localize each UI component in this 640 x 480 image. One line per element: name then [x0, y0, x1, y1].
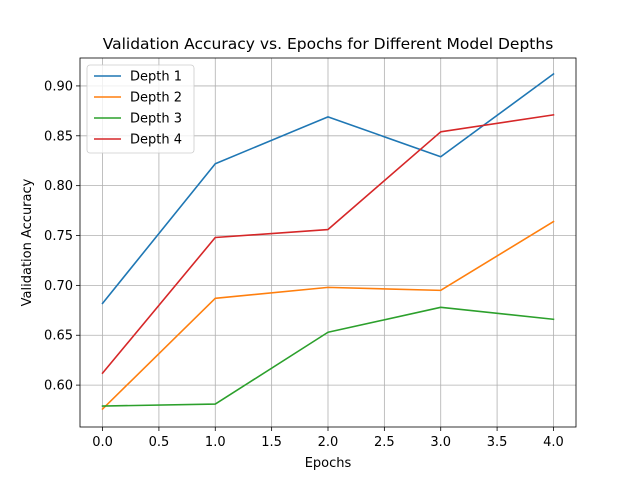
- chart-title: Validation Accuracy vs. Epochs for Diffe…: [103, 35, 554, 53]
- x-tick-label: 4.0: [543, 435, 564, 450]
- x-tick-label: 3.0: [430, 435, 451, 450]
- y-tick-label: 0.75: [44, 229, 73, 244]
- series-line-depth-1: [101, 72, 555, 305]
- y-tick-label: 0.80: [44, 179, 73, 194]
- x-axis-ticks: 0.0 0.5 1.0 1.5 2.0 2.5 3.0 3.5 4.0: [92, 427, 564, 450]
- x-tick-label: 2.0: [318, 435, 339, 450]
- x-tick-label: 1.5: [261, 435, 282, 450]
- series-line-depth-2: [101, 220, 555, 411]
- x-axis-label: Epochs: [305, 456, 352, 471]
- y-tick-label: 0.85: [44, 129, 73, 144]
- grid: [80, 58, 576, 427]
- series-line-depth-4: [101, 113, 555, 375]
- x-tick-label: 0.0: [92, 435, 113, 450]
- legend-label-depth-3: Depth 3: [130, 112, 182, 127]
- x-tick-label: 2.5: [374, 435, 395, 450]
- y-tick-label: 0.60: [44, 379, 73, 394]
- legend-label-depth-2: Depth 2: [130, 91, 182, 106]
- y-tick-label: 0.90: [44, 79, 73, 94]
- y-axis-label: Validation Accuracy: [20, 178, 35, 306]
- x-tick-label: 1.0: [205, 435, 226, 450]
- series-lines: [101, 72, 555, 411]
- y-axis-ticks: 0.60 0.65 0.70 0.75 0.80 0.85 0.90: [44, 79, 80, 394]
- legend-label-depth-4: Depth 4: [130, 133, 182, 148]
- series-line-depth-3: [101, 306, 555, 407]
- legend-box: [86, 64, 195, 154]
- y-tick-label: 0.70: [44, 279, 73, 294]
- legend-label-depth-1: Depth 1: [130, 70, 182, 85]
- x-tick-label: 3.5: [487, 435, 508, 450]
- x-tick-label: 0.5: [149, 435, 170, 450]
- y-tick-label: 0.65: [44, 329, 73, 344]
- legend: Depth 1 Depth 2 Depth 3 Depth 4: [86, 64, 195, 154]
